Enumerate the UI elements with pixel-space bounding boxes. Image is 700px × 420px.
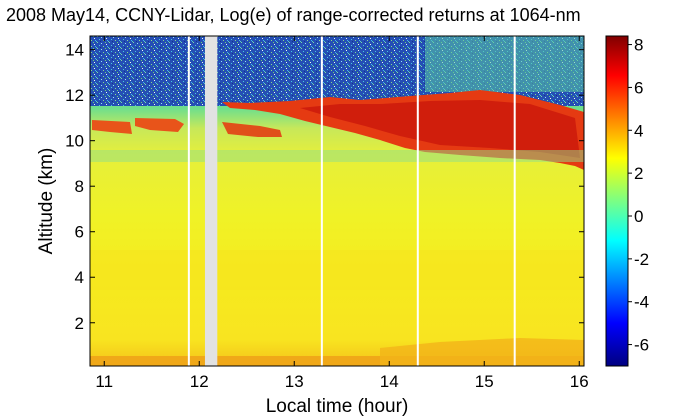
colorbar-tick-label: 6 [634, 78, 643, 97]
plot-frame [89, 35, 585, 367]
thin-cloud-right [222, 122, 282, 137]
colorbar-tick-label: 0 [634, 207, 643, 226]
data-gap [416, 36, 419, 366]
data-gap [513, 36, 516, 366]
thin-cloud-mid [135, 118, 184, 132]
y-tick-label: 10 [65, 132, 84, 151]
colorbar-tick-label: -2 [634, 250, 649, 269]
x-tick-label: 11 [95, 372, 113, 391]
x-tick-label: 16 [570, 372, 589, 391]
colorbar-tick-label: -4 [634, 293, 649, 312]
noise-region-right [425, 36, 584, 92]
x-tick-label: 12 [190, 372, 209, 391]
y-axis-label: Altitude (km) [36, 148, 57, 255]
x-axis-label: Local time (hour) [266, 396, 409, 417]
x-tick-label: 15 [475, 372, 494, 391]
colorbar [605, 35, 629, 367]
cyan-band [90, 150, 584, 162]
y-axis: 2 4 6 8 10 12 14 [65, 41, 584, 333]
colorbar-tick-label: -6 [634, 336, 649, 355]
colorbar-ticks: 8 6 4 2 0 -2 -4 -6 [628, 36, 649, 355]
plot-area [90, 36, 584, 366]
data-gap [320, 36, 323, 366]
chart-title: 2008 May14, CCNY-Lidar, Log(e) of range-… [6, 5, 581, 25]
y-tick-label: 2 [75, 314, 84, 333]
data-gap [204, 36, 218, 366]
thin-cloud-left [92, 120, 132, 134]
data-gap [187, 36, 190, 366]
lower-band [90, 250, 584, 290]
colorbar-tick-label: 8 [634, 36, 643, 55]
y-tick-label: 6 [75, 223, 84, 242]
data-gaps [187, 36, 516, 366]
y-tick-label: 14 [65, 41, 84, 60]
y-tick-label: 12 [65, 86, 84, 105]
colorbar-tick-label: 4 [634, 121, 643, 140]
y-tick-label: 4 [75, 268, 84, 287]
x-tick-label: 14 [380, 372, 399, 391]
x-tick-label: 13 [285, 372, 304, 391]
x-axis: 11 12 13 14 15 16 [95, 36, 589, 391]
colorbar-tick-label: 2 [634, 164, 643, 183]
surface-band-right [380, 338, 584, 366]
surface-band [90, 356, 584, 366]
cirrus-core [300, 100, 580, 158]
y-tick-label: 8 [75, 177, 84, 196]
